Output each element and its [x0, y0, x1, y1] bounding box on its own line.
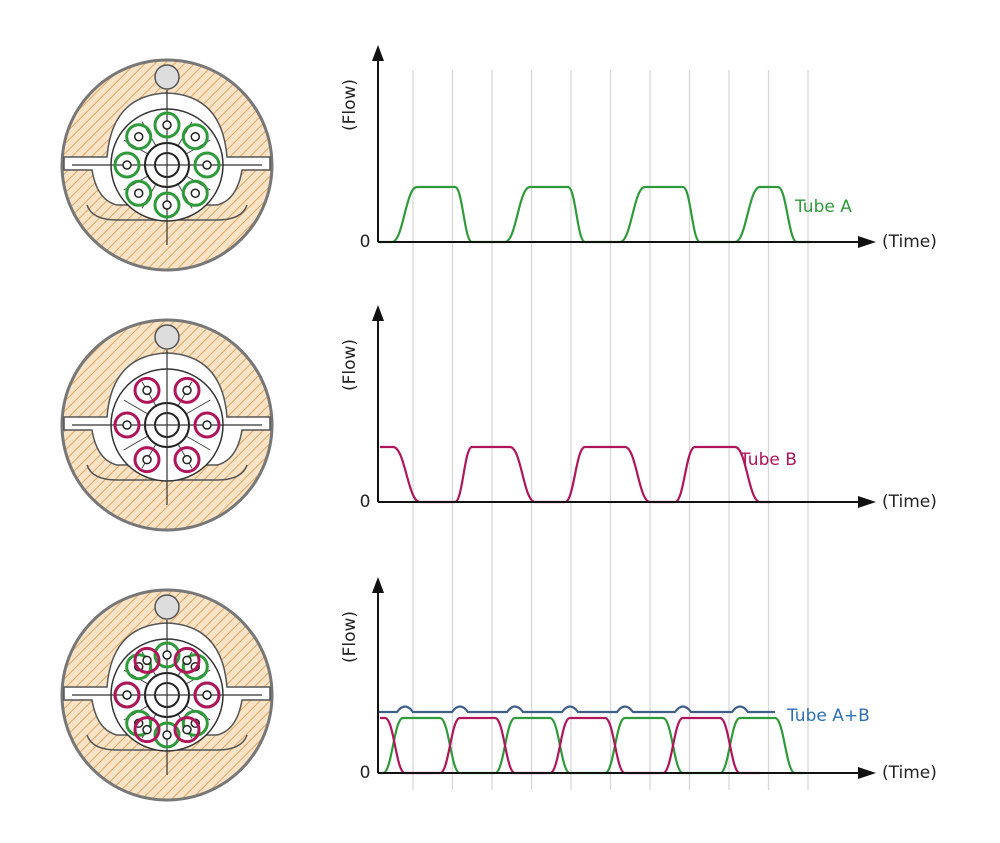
- roller: [153, 641, 181, 669]
- roller-pin: [162, 650, 172, 660]
- y-axis-label: (Flow): [340, 339, 360, 391]
- pump-drawings: [60, 58, 274, 802]
- x-arrow: [858, 496, 876, 508]
- roller-pin: [162, 730, 172, 740]
- roller-pin: [182, 724, 192, 735]
- sum-curve: [378, 705, 775, 714]
- roller: [125, 709, 153, 737]
- roller: [181, 179, 209, 207]
- plot: 0 (Time) (Flow) Tube A+B: [340, 577, 937, 783]
- x-arrow: [858, 767, 876, 779]
- flow-curve: [378, 716, 805, 775]
- roller: [133, 716, 161, 744]
- pump-hole: [154, 324, 180, 350]
- flow-curve: [378, 185, 810, 244]
- roller: [133, 446, 161, 474]
- y-arrow: [372, 305, 384, 321]
- roller-pin: [122, 690, 132, 700]
- pump: [60, 588, 274, 802]
- roller-pin: [202, 160, 212, 170]
- roller-pin: [162, 200, 172, 210]
- roller-pin: [133, 188, 144, 199]
- origin-label: 0: [360, 763, 371, 783]
- y-arrow: [372, 45, 384, 61]
- roller: [153, 721, 181, 749]
- roller: [173, 716, 201, 744]
- flow-curve: [380, 445, 770, 504]
- roller: [153, 111, 181, 139]
- roller-pin: [142, 724, 152, 735]
- roller: [125, 653, 153, 681]
- x-axis-label: (Time): [882, 232, 937, 252]
- roller: [113, 681, 141, 709]
- flow-curve: [380, 716, 760, 775]
- origin-label: 0: [360, 232, 371, 252]
- plot: 0 (Time) (Flow) Tube A: [340, 45, 937, 252]
- roller: [173, 646, 201, 674]
- roller: [153, 191, 181, 219]
- tube-label: Tube B: [739, 450, 797, 470]
- x-axis-label: (Time): [882, 492, 937, 512]
- y-arrow: [372, 577, 384, 593]
- roller: [173, 376, 201, 404]
- roller: [133, 646, 161, 674]
- tube-label: Tube A: [794, 197, 852, 217]
- roller: [173, 446, 201, 474]
- roller-pin: [182, 454, 192, 465]
- roller: [113, 411, 141, 439]
- roller-pin: [122, 420, 132, 430]
- roller-pin: [142, 385, 152, 396]
- roller-pin: [182, 385, 192, 396]
- roller: [193, 681, 221, 709]
- roller: [125, 123, 153, 151]
- roller-pin: [133, 131, 144, 142]
- plots: 0 (Time) (Flow) Tube A 0 (Time) (Flow) Tube B 0 (…: [340, 45, 937, 783]
- roller-pin: [202, 690, 212, 700]
- x-axis-label: (Time): [882, 763, 937, 783]
- tube-label: Tube A+B: [786, 706, 870, 726]
- roller: [113, 151, 141, 179]
- origin-label: 0: [360, 492, 371, 512]
- roller: [125, 179, 153, 207]
- roller: [181, 709, 209, 737]
- grid-lines: [412, 70, 809, 790]
- roller-pin: [190, 188, 201, 199]
- roller: [193, 151, 221, 179]
- roller-pin: [122, 160, 132, 170]
- roller-pin: [142, 655, 152, 666]
- pump: [60, 58, 274, 272]
- roller-pin: [202, 420, 212, 430]
- roller: [193, 411, 221, 439]
- roller: [181, 123, 209, 151]
- y-axis-label: (Flow): [340, 611, 360, 663]
- roller-pin: [190, 131, 201, 142]
- pump: [60, 318, 274, 532]
- x-arrow: [858, 236, 876, 248]
- y-axis-label: (Flow): [340, 79, 360, 131]
- roller-pin: [162, 120, 172, 130]
- roller-pin: [142, 454, 152, 465]
- plot: 0 (Time) (Flow) Tube B: [340, 305, 937, 512]
- roller: [181, 653, 209, 681]
- roller: [133, 376, 161, 404]
- pump-hole: [154, 594, 180, 620]
- pump-hole: [154, 64, 180, 90]
- roller-pin: [182, 655, 192, 666]
